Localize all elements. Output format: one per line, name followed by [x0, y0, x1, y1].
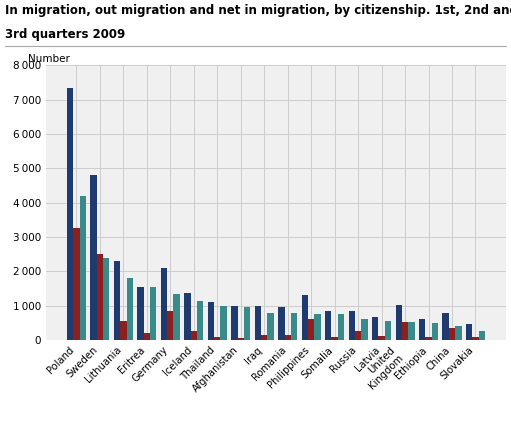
Text: 3rd quarters 2009: 3rd quarters 2009 [5, 28, 125, 41]
Bar [338, 313, 344, 340]
Bar [449, 328, 455, 340]
Bar [308, 320, 314, 340]
Bar [361, 319, 367, 340]
Bar [208, 302, 214, 340]
Bar [301, 296, 308, 340]
Bar [184, 293, 191, 340]
Bar [466, 324, 472, 340]
Bar [314, 313, 321, 340]
Bar [144, 333, 150, 340]
Bar [443, 313, 449, 340]
Bar [150, 287, 156, 340]
Bar [267, 313, 274, 340]
Bar [90, 175, 97, 340]
Bar [408, 322, 414, 340]
Bar [120, 321, 127, 340]
Bar [161, 268, 167, 340]
Bar [455, 326, 461, 340]
Bar [372, 317, 379, 340]
Bar [73, 228, 80, 340]
Bar [432, 323, 438, 340]
Bar [261, 335, 267, 340]
Bar [278, 307, 285, 340]
Bar [379, 336, 385, 340]
Bar [220, 306, 227, 340]
Bar [419, 320, 425, 340]
Bar [332, 337, 338, 340]
Bar [127, 278, 133, 340]
Bar [97, 254, 103, 340]
Bar [103, 258, 109, 340]
Bar [214, 337, 220, 340]
Bar [396, 305, 402, 340]
Bar [238, 338, 244, 340]
Bar [385, 320, 391, 340]
Bar [425, 337, 432, 340]
Bar [191, 331, 197, 340]
Bar [479, 331, 485, 340]
Bar [197, 300, 203, 340]
Bar [291, 313, 297, 340]
Bar [349, 311, 355, 340]
Text: Number: Number [28, 54, 70, 65]
Bar [244, 307, 250, 340]
Bar [355, 331, 361, 340]
Bar [80, 196, 86, 340]
Bar [231, 306, 238, 340]
Bar [254, 306, 261, 340]
Bar [173, 294, 180, 340]
Bar [402, 322, 408, 340]
Bar [472, 337, 479, 340]
Bar [137, 287, 144, 340]
Text: In migration, out migration and net in migration, by citizenship. 1st, 2nd and: In migration, out migration and net in m… [5, 4, 511, 17]
Bar [325, 311, 332, 340]
Bar [67, 88, 73, 340]
Bar [114, 261, 120, 340]
Bar [167, 311, 173, 340]
Bar [285, 335, 291, 340]
